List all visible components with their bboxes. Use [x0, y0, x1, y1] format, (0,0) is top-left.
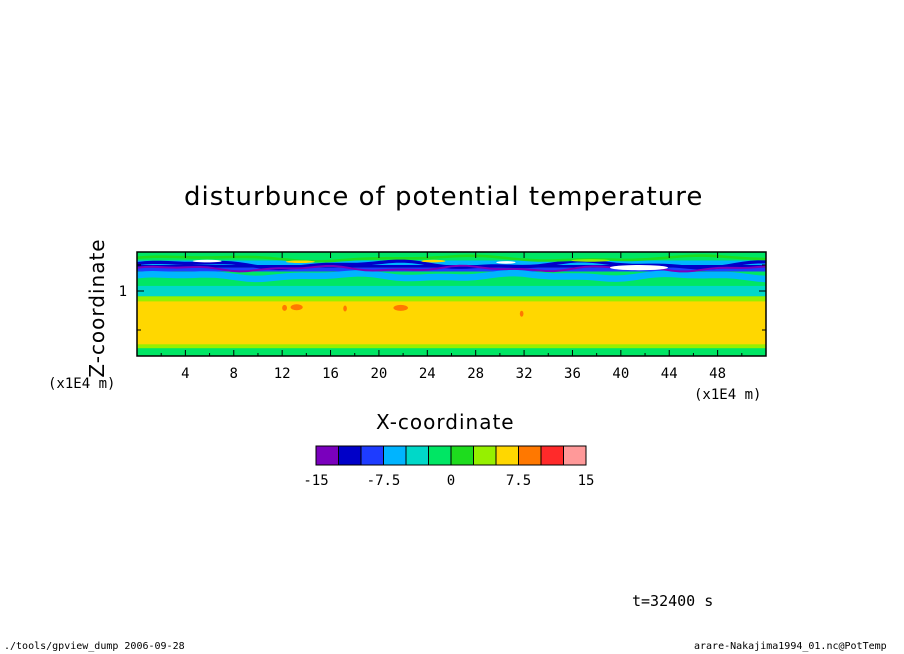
colorbar-tick-label: 15 — [578, 473, 595, 489]
colorbar-swatch — [405, 445, 429, 466]
contour-band — [137, 301, 766, 345]
y-tick-label: 1 — [119, 284, 127, 300]
contour-band — [137, 264, 766, 273]
colorbar-swatch — [315, 445, 339, 466]
contour-cell — [496, 261, 516, 264]
contour-band — [137, 269, 766, 283]
contour-cell — [343, 305, 347, 312]
contour-band — [137, 285, 766, 297]
x-axis: 4 8 12 16 20 24 28 32 36 40 44 48 — [160, 252, 743, 382]
contour-field — [137, 252, 766, 356]
x-tick-label: 40 — [612, 366, 629, 382]
colorbar-tick-label: -7.5 — [367, 473, 401, 489]
x-tick-label: 24 — [419, 366, 436, 382]
contour-band — [137, 260, 766, 265]
contour-cell — [282, 304, 287, 311]
colorbar-swatch — [540, 445, 564, 466]
x-axis-unit: (x1E4 m) — [694, 387, 762, 403]
x-tick-label: 4 — [181, 366, 189, 382]
colorbar-tick-label: 7.5 — [506, 473, 531, 489]
contour-cell — [519, 310, 524, 317]
chart-title: disturbunce of potential temperature — [184, 182, 704, 212]
colorbar-swatch — [473, 445, 497, 466]
colorbar-swatch — [428, 445, 452, 466]
x-tick-label: 20 — [370, 366, 387, 382]
contour-band — [137, 267, 766, 272]
colorbar: -15 -7.5 0 7.5 15 — [303, 445, 595, 489]
footer-right: arare-Nakajima1994_01.nc@PotTemp — [694, 641, 887, 652]
contour-cell — [421, 259, 446, 263]
x-axis-label: X-coordinate — [376, 410, 515, 434]
colorbar-swatch — [495, 445, 519, 466]
footer-left: ./tools/gpview_dump 2006-09-28 — [4, 641, 185, 652]
colorbar-swatch — [383, 445, 407, 466]
x-tick-label: 48 — [709, 366, 726, 382]
y-axis: 1 — [119, 264, 766, 331]
contour-cell — [393, 304, 408, 311]
colorbar-swatch — [338, 445, 362, 466]
contour-cell — [192, 259, 222, 263]
x-tick-label: 16 — [322, 366, 339, 382]
y-axis-unit: (x1E4 m) — [48, 376, 116, 392]
colorbar-swatch — [518, 445, 542, 466]
x-tick-label: 12 — [274, 366, 291, 382]
colorbar-tick-label: 0 — [447, 473, 455, 489]
time-label: t=32400 s — [632, 592, 714, 610]
colorbar-swatch — [450, 445, 474, 466]
x-tick-label: 32 — [516, 366, 533, 382]
x-tick-label: 28 — [467, 366, 484, 382]
x-tick-label: 36 — [564, 366, 581, 382]
contour-cell — [285, 260, 315, 264]
contour-cell — [290, 304, 303, 311]
colorbar-swatch — [360, 445, 384, 466]
colorbar-swatch — [563, 445, 587, 466]
colorbar-tick-label: -15 — [303, 473, 328, 489]
contour-cell — [571, 259, 610, 262]
contour-cell — [609, 265, 669, 271]
x-tick-label: 8 — [230, 366, 238, 382]
x-tick-label: 44 — [661, 366, 678, 382]
